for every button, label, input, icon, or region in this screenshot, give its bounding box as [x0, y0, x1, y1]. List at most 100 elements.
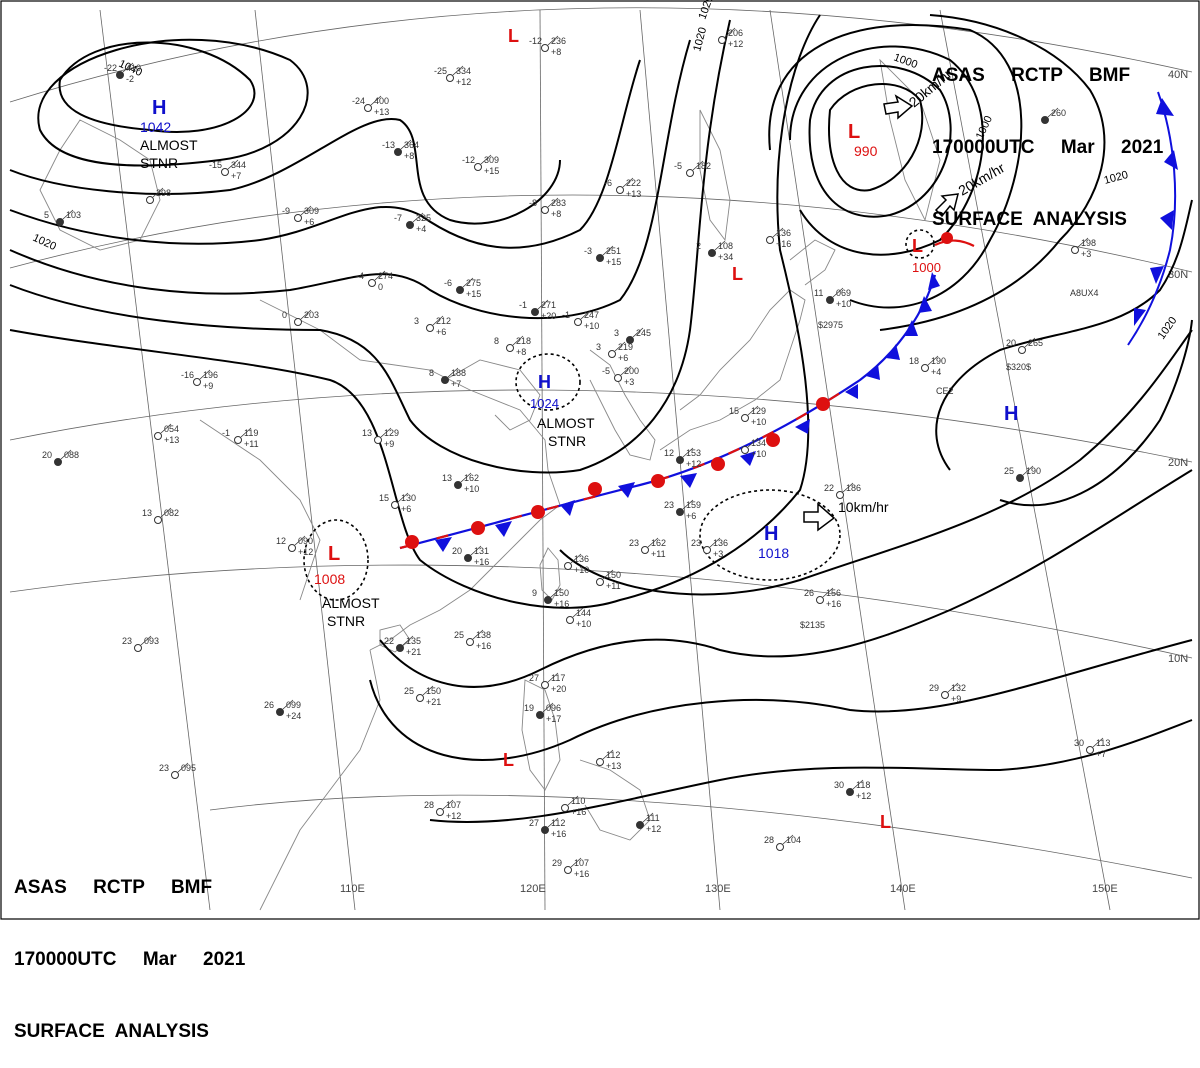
station-plot: 13 129+9 [362, 427, 399, 449]
wind-barb [227, 159, 239, 170]
station-circle [626, 336, 634, 344]
station-plot: 26 156+16 [804, 587, 841, 609]
station-temp: 26 [264, 700, 274, 710]
isobar-1020-west [9, 39, 691, 320]
station-circle [456, 286, 464, 294]
station-plot: 0 203 [282, 309, 319, 326]
station-circle [921, 364, 929, 372]
station-pressure: 200 [624, 366, 639, 376]
station-pressure: 107 [574, 858, 589, 868]
station-pressure: 095 [181, 763, 196, 773]
header-bottom-left: ASAS RCTP BMF 170000UTC Mar 2021 SURFACE… [14, 828, 245, 1068]
station-pressure: 245 [636, 328, 651, 338]
note-stnr-3: STNR [327, 613, 365, 629]
station-temp: -1 [562, 310, 570, 320]
outline-low-1000 [905, 229, 935, 259]
station-temp: 15 [379, 493, 389, 503]
stationary-notes: ALMOST STNR ALMOST STNR ALMOST STNR [140, 137, 595, 629]
station-tendency: +12 [728, 39, 743, 49]
wind-barb [550, 587, 562, 598]
station-plot: -24 400+13 [352, 95, 389, 117]
station-circle [441, 376, 449, 384]
station-plot: -12 236+8 [529, 35, 566, 57]
stationary-front [399, 272, 940, 552]
station-circle [686, 169, 694, 177]
isobar-low-outer [768, 24, 1023, 309]
station-temp: 13 [442, 473, 452, 483]
wind-barb [602, 569, 614, 580]
station-temp: 29 [552, 858, 562, 868]
isobar-siberian-high-inner [58, 41, 256, 133]
motion-arrow-low-990 [883, 94, 914, 120]
wind-barb [400, 139, 412, 150]
station-tendency: +15 [606, 257, 621, 267]
low-1008-symbol: L [328, 543, 340, 565]
station-circle [391, 501, 399, 509]
station-circle [636, 821, 644, 829]
wind-barb [682, 447, 694, 458]
station-temp: 11 [814, 288, 823, 298]
station-temp: 23 [159, 763, 169, 773]
station-pressure: 136 [713, 538, 728, 548]
station-temp: 27 [529, 673, 539, 683]
station-plot: 25 190 [1004, 465, 1041, 482]
station-tendency: +15 [466, 289, 481, 299]
station-plot: 206+12 [718, 27, 743, 49]
station-plot: 15 130+6 [379, 492, 416, 514]
wind-barb [852, 779, 864, 790]
wind-barb [282, 699, 294, 710]
station-temp: 23 [664, 500, 674, 510]
parallel-20n [9, 389, 1193, 463]
cold-front-east [1127, 91, 1178, 346]
station-plot: 28 104 [764, 834, 801, 851]
station-pressure: 110 [571, 796, 585, 806]
station-plot: 3 219+6 [596, 341, 633, 363]
ship-code: $320$ [1006, 362, 1031, 372]
wind-barb [460, 472, 472, 483]
station-temp: 23 [691, 538, 701, 548]
wind-barb [1092, 737, 1104, 748]
low-990-symbol: L [848, 121, 860, 143]
station-circle [426, 324, 434, 332]
station-pressure: 150 [606, 570, 621, 580]
station-temp: -1 [222, 428, 230, 438]
station-plot: -13 364+8 [382, 139, 419, 161]
parallel-30n [9, 194, 1193, 273]
station-temp: -6 [604, 178, 612, 188]
header-line-1: ASAS RCTP BMF [14, 877, 213, 898]
wind-barb [842, 482, 854, 493]
wind-barb [374, 270, 386, 281]
station-tendency: +10 [464, 484, 479, 494]
station-tendency: +16 [574, 869, 589, 879]
motion-arrow-low-1000 [934, 193, 959, 218]
station-circle [1016, 474, 1024, 482]
station-temp: 8 [494, 336, 499, 346]
station-tendency: +10 [751, 417, 766, 427]
station-pressure: 113 [1096, 738, 1110, 748]
wind-barb [822, 587, 834, 598]
station-circle [466, 638, 474, 646]
station-tendency: +8 [551, 209, 561, 219]
station-pressure: 132 [951, 683, 966, 693]
station-pressure: 309 [484, 155, 499, 165]
station-temp: -9 [282, 206, 290, 216]
wind-barb [580, 309, 592, 320]
isobar-1024-center [9, 19, 731, 474]
station-plot: 5 103 [44, 209, 81, 226]
lon-label-150e: 150E [1092, 883, 1118, 895]
station-circle [541, 681, 549, 689]
station-plot: 23 095 [159, 762, 196, 779]
wind-barb [1077, 237, 1089, 248]
wind-barb [682, 499, 694, 510]
station-tendency: +13 [374, 107, 389, 117]
wind-barb [412, 212, 424, 223]
station-pressure: 134 [751, 438, 766, 448]
station-circle [566, 616, 574, 624]
station-tendency: +4 [416, 224, 426, 234]
station-tendency: +16 [554, 599, 569, 609]
station-plot: -7 325+4 [394, 212, 431, 234]
station-tendency: +10 [574, 565, 589, 575]
isobar-east-1020-b [999, 319, 1193, 507]
station-temp: 5 [44, 210, 49, 220]
station-tendency: +13 [626, 189, 641, 199]
